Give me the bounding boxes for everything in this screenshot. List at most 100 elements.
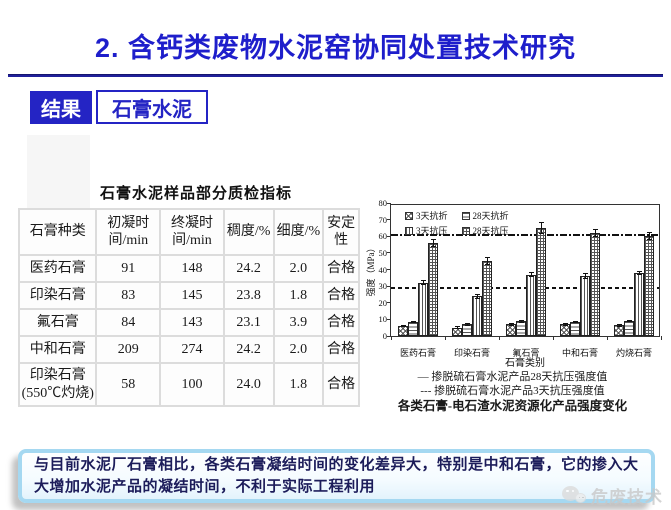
wechat-icon — [562, 484, 588, 508]
error-bar-cap — [410, 320, 416, 322]
legend-item: 28天抗折 — [461, 209, 509, 222]
error-bar-cap — [538, 233, 544, 235]
legend-label: 3天抗压 — [416, 226, 448, 236]
error-bar-cap — [562, 323, 568, 325]
error-bar-cap — [454, 326, 460, 328]
table-cell: 2.0 — [272, 254, 325, 283]
error-bar — [584, 273, 586, 279]
chart-ref-caption-3d: --- 掺脱硫石膏水泥产品3天抗压强度值 — [420, 385, 605, 397]
x-category-label: 氟石膏 — [512, 348, 540, 358]
result-badge: 结果 — [30, 91, 92, 124]
qc-table-head: 石膏种类 初凝时间/min 终凝时间/min 稠度/% 细度/% 安定性 — [17, 208, 360, 256]
error-bar — [648, 232, 650, 240]
table-row: 中和石膏 209 274 24.2 2.0 合格 — [17, 335, 360, 364]
qc-table: 石膏种类 初凝时间/min 终凝时间/min 稠度/% 细度/% 安定性 医药石膏 91 14… — [17, 208, 360, 407]
error-bar-cap — [430, 245, 436, 247]
error-bar-cap — [508, 324, 514, 326]
error-bar-cap — [474, 297, 480, 299]
chart-legend: 3天抗折 28天抗折 3天抗压 28天抗压 — [405, 209, 509, 237]
table-cell: 148 — [159, 254, 225, 283]
chart-bar — [614, 325, 624, 336]
chart-title-caption: 各类石膏-电石渣水泥资源化产品强度变化 — [397, 399, 628, 413]
table-cell: 143 — [159, 308, 225, 337]
y-tick-label: 70 — [378, 214, 388, 225]
table-cell: 83 — [95, 281, 162, 310]
watermark-text: 危废技术 — [591, 488, 663, 507]
chart-bar — [428, 242, 438, 336]
error-bar-cap — [626, 321, 632, 323]
error-bar — [628, 320, 630, 322]
x-category-label: 中和石膏 — [561, 348, 598, 358]
reference-line — [391, 287, 659, 289]
error-bar-cap — [518, 321, 524, 323]
chart-bar — [644, 236, 654, 336]
table-cell: 91 — [95, 254, 162, 283]
table-cell: 145 — [159, 281, 225, 310]
error-bar-cap — [474, 293, 480, 295]
x-category-label: 印染石膏 — [453, 348, 490, 358]
y-tick-mark — [387, 269, 391, 270]
error-bar-cap — [420, 284, 426, 286]
legend-label: 28天抗压 — [472, 226, 509, 236]
chart-ref-caption-28d: — 掺脱硫石膏水泥产品28天抗压强度值 — [417, 371, 608, 383]
chart-bar — [506, 324, 516, 336]
x-category-label: 医药石膏 — [399, 348, 436, 358]
error-bar-cap — [646, 239, 652, 241]
table-cell: 100 — [159, 362, 225, 407]
legend-item: 3天抗压 — [405, 224, 448, 237]
table-header-cell: 终凝时间/min — [159, 208, 225, 256]
error-bar — [456, 326, 458, 329]
error-bar-cap — [592, 229, 598, 231]
error-bar-cap — [636, 274, 642, 275]
x-category-label: 灼烧石膏 — [615, 348, 652, 358]
chart-bar — [536, 227, 546, 336]
error-bar — [594, 229, 596, 237]
error-bar — [402, 325, 404, 327]
x-tick-mark — [660, 336, 662, 340]
table-row: 印染石膏 83 145 23.8 1.8 合格 — [17, 281, 360, 310]
error-bar — [476, 294, 478, 299]
topic-box-gypsum-cement: 石膏水泥 — [96, 90, 208, 124]
table-cell: 印染石膏 — [17, 281, 98, 310]
error-bar — [540, 222, 542, 234]
y-tick-label: 40 — [378, 264, 388, 275]
error-bar — [432, 239, 434, 247]
chart-bar — [482, 261, 492, 336]
x-tick-mark — [498, 336, 500, 340]
error-bar — [638, 271, 640, 275]
title-divider — [8, 74, 663, 77]
horizontal-lines-swatch — [461, 211, 470, 220]
y-tick-mark — [387, 335, 391, 337]
table-header-cell: 细度/% — [272, 208, 325, 256]
error-bar-cap — [400, 326, 406, 328]
x-tick-mark — [390, 336, 392, 340]
error-bar-cap — [454, 328, 460, 330]
x-tick-mark — [444, 336, 446, 340]
chart-bar — [590, 232, 600, 336]
error-bar-cap — [616, 323, 622, 325]
table-cell: 24.0 — [222, 362, 275, 407]
error-bar-cap — [508, 323, 514, 325]
y-tick-mark — [387, 318, 391, 320]
table-row: 印染石膏 (550℃灼烧) 58 100 24.0 1.8 合格 — [17, 362, 360, 407]
conclusion-callout: 与目前水泥厂石膏相比，各类石膏凝结时间的变化差异大，特别是中和石膏，它的掺入大大… — [18, 449, 655, 503]
table-header-cell: 初凝时间/min — [95, 208, 162, 256]
error-bar-cap — [616, 325, 622, 327]
table-cell: 1.8 — [272, 281, 325, 310]
table-title: 石膏水泥样品部分质检指标 — [100, 186, 293, 202]
error-bar — [564, 323, 566, 326]
table-cell: 氟石膏 — [17, 308, 98, 337]
table-cell: 24.2 — [222, 254, 275, 283]
error-bar-cap — [420, 280, 426, 282]
error-bar-cap — [528, 276, 534, 278]
chart-bar — [526, 274, 536, 336]
error-bar — [530, 272, 532, 277]
y-tick-mark — [387, 302, 391, 304]
x-tick-mark — [552, 336, 554, 340]
error-bar — [466, 323, 468, 326]
table-cell: 印染石膏 (550℃灼烧) — [17, 362, 98, 407]
grid-swatch — [461, 226, 470, 235]
error-bar-cap — [484, 264, 490, 266]
chart-bar — [408, 321, 418, 336]
